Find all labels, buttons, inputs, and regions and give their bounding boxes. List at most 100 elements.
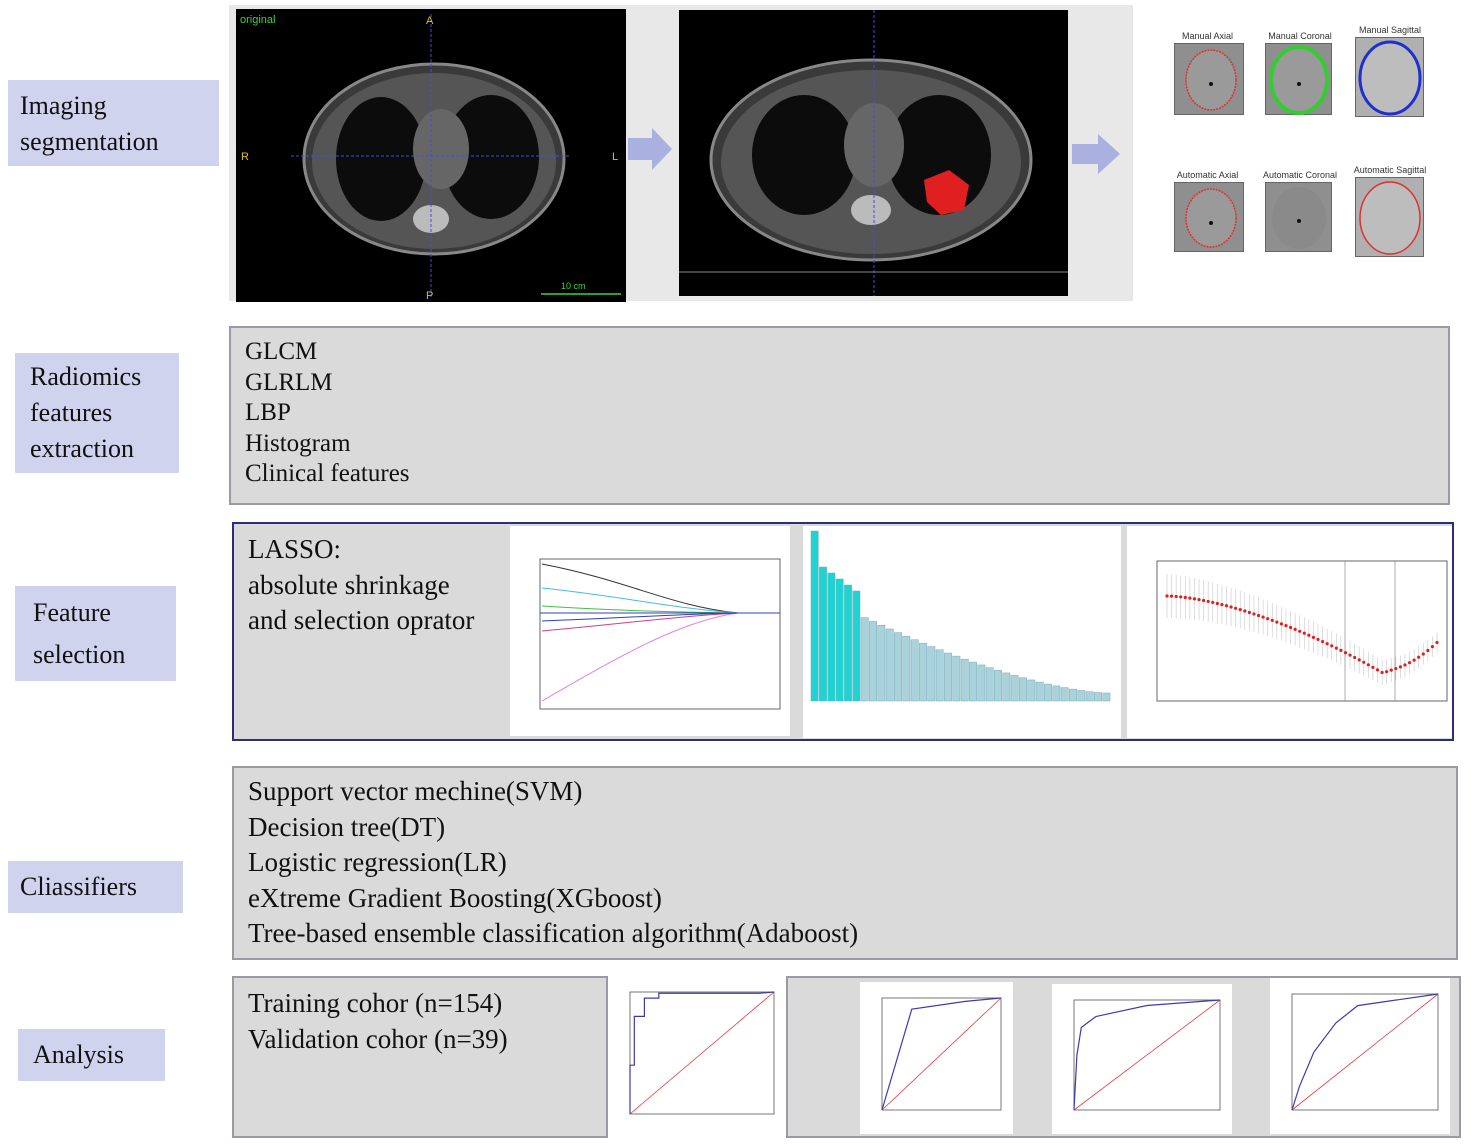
ct-segmented-image xyxy=(679,10,1068,296)
importance-bar xyxy=(869,621,877,702)
cv-point xyxy=(1261,615,1265,619)
cv-point xyxy=(1206,599,1210,604)
cv-point xyxy=(1279,622,1284,626)
roc-panel-4 xyxy=(1270,978,1450,1134)
classifier-item: Logistic regression(LR) xyxy=(248,847,507,877)
feature-importance-svg xyxy=(810,530,1111,702)
ct-segmented-svg xyxy=(679,10,1068,296)
orientation-right: L xyxy=(612,151,618,163)
importance-bar xyxy=(835,578,844,702)
importance-bar xyxy=(1052,685,1061,702)
importance-bar xyxy=(969,661,977,702)
roc-curve xyxy=(1073,999,1221,1111)
roc-svg xyxy=(881,997,1002,1111)
analysis-item: Validation cohor (n=39) xyxy=(248,1023,508,1054)
arrow-icon xyxy=(1072,134,1120,174)
roc-diagonal xyxy=(629,991,775,1115)
importance-bar xyxy=(1102,692,1111,702)
cv-point xyxy=(1288,625,1293,630)
thumb-automatic-sagittal xyxy=(1355,177,1424,257)
stage-label-extraction: Radiomics features extraction xyxy=(15,353,179,473)
cv-point xyxy=(1389,668,1393,672)
extraction-box: GLCM GLRLM LBP Histogram Clinical featur… xyxy=(229,326,1450,505)
importance-bar xyxy=(1002,672,1011,702)
cv-point xyxy=(1320,639,1325,644)
extraction-item: LBP xyxy=(245,399,291,426)
ct-original-svg: original A R L P 10 cm xyxy=(240,14,621,302)
roc-svg xyxy=(629,991,775,1115)
analysis-box: Training cohor (n=154) Validation cohor … xyxy=(232,976,608,1138)
importance-bar xyxy=(1035,681,1044,702)
lasso-cv-svg xyxy=(1156,560,1448,702)
cv-point xyxy=(1375,668,1380,672)
extraction-list: GLCM GLRLM LBP Histogram Clinical featur… xyxy=(245,337,410,490)
selection-box: LASSO: absolute shrinkage and selection … xyxy=(232,522,1454,741)
thumb-manual-coronal xyxy=(1265,43,1332,115)
importance-bar xyxy=(1044,683,1052,702)
importance-bar xyxy=(985,667,994,702)
importance-bar xyxy=(877,624,886,702)
importance-bar xyxy=(1010,675,1019,702)
importance-bar xyxy=(1085,691,1094,702)
cv-point xyxy=(1293,627,1297,631)
importance-bar xyxy=(952,655,961,702)
cv-point xyxy=(1366,663,1370,667)
cv-point xyxy=(1224,604,1229,608)
cv-point xyxy=(1380,670,1384,675)
cv-point xyxy=(1343,651,1348,655)
thumb-automatic-axial xyxy=(1174,182,1244,252)
lasso-cv-plot xyxy=(1127,526,1452,738)
thumb-manual-axial xyxy=(1174,43,1244,115)
roc-panel-3 xyxy=(1052,984,1232,1134)
analysis-label-text: Analysis xyxy=(33,1040,124,1069)
thumb-automatic-coronal xyxy=(1265,182,1332,252)
cv-point xyxy=(1421,652,1425,656)
cv-point xyxy=(1275,620,1279,624)
cv-point xyxy=(1234,606,1238,610)
cv-point xyxy=(1256,613,1261,618)
lasso-line: absolute shrinkage xyxy=(248,569,450,600)
extraction-item: GLCM xyxy=(245,338,318,365)
cv-point xyxy=(1348,653,1352,657)
importance-bar xyxy=(1069,688,1077,702)
importance-bar xyxy=(860,617,869,702)
importance-bar xyxy=(810,530,819,702)
importance-bar xyxy=(944,652,952,702)
lasso-text: LASSO: absolute shrinkage and selection … xyxy=(248,532,474,639)
cv-point xyxy=(1197,598,1201,602)
roc-curve xyxy=(881,997,1002,1111)
cv-point xyxy=(1316,637,1320,642)
cv-point xyxy=(1252,612,1256,616)
cv-point xyxy=(1307,633,1311,637)
orientation-left: R xyxy=(241,151,249,163)
stage-label-segmentation: Imaging segmentation xyxy=(8,80,219,166)
importance-bar xyxy=(935,649,944,702)
thumb-label: Manual Coronal xyxy=(1268,31,1332,41)
cv-point xyxy=(1238,608,1242,612)
importance-bar xyxy=(977,664,986,702)
arrow-icon xyxy=(628,128,672,170)
tumor-segmentation xyxy=(924,170,969,215)
cv-point xyxy=(1298,629,1302,633)
cv-point xyxy=(1266,617,1270,621)
importance-bar xyxy=(885,628,894,702)
cv-point xyxy=(1417,655,1421,659)
stage-label-classifiers: Cliassifiers xyxy=(8,861,183,913)
roc-frame xyxy=(881,997,1002,1111)
roc-diagonal xyxy=(1291,993,1439,1111)
cv-point xyxy=(1394,666,1398,671)
classifiers-label-text: Cliassifiers xyxy=(20,872,137,901)
classifiers-box: Support vector mechine(SVM) Decision tre… xyxy=(232,766,1458,960)
roc-svg xyxy=(1073,999,1221,1111)
cv-point xyxy=(1353,655,1357,660)
cv-point xyxy=(1398,665,1402,669)
importance-bar xyxy=(902,635,911,702)
lasso-path-svg xyxy=(539,558,781,710)
importance-bar xyxy=(910,639,919,702)
importance-bar xyxy=(919,642,927,702)
roc-panels-box xyxy=(786,976,1461,1138)
roc-frame xyxy=(629,991,775,1115)
roc-panel-2 xyxy=(860,982,1013,1134)
cv-point xyxy=(1247,610,1251,615)
cv-point xyxy=(1412,658,1416,662)
